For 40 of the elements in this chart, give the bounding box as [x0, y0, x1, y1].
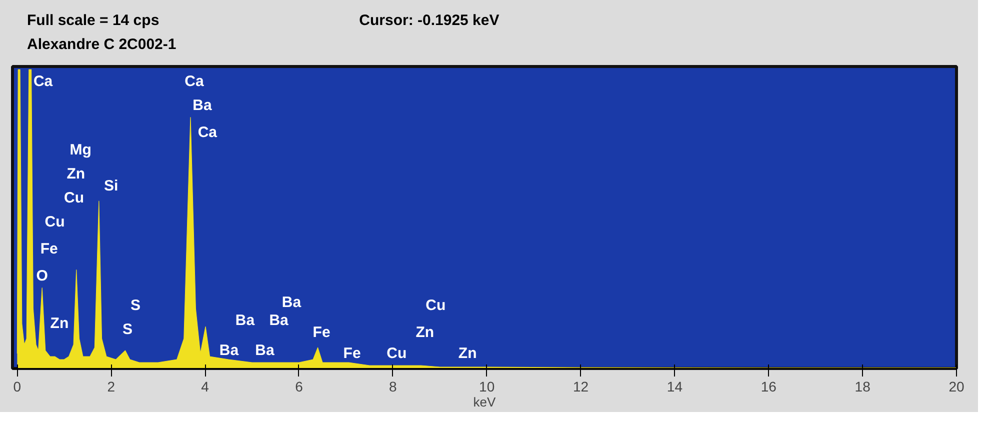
annotation: S	[130, 297, 141, 314]
annotation: Zn	[458, 345, 477, 362]
annotation: Zn	[50, 315, 69, 332]
annotation: Fe	[40, 240, 58, 258]
annotation: Fe	[312, 324, 330, 342]
x-tick-label: 2	[107, 378, 116, 394]
chart-subtitle: Alexandre C 2C002-1	[27, 35, 178, 55]
annotation: Ba	[235, 312, 256, 330]
annotation: Mg	[70, 142, 92, 159]
annotation: Ba	[192, 96, 212, 114]
annotation: S	[122, 321, 133, 338]
annotation: Ba	[282, 294, 302, 312]
x-tick-label: 20	[948, 378, 964, 394]
annotation: Ca	[33, 72, 54, 90]
annotation: Cu	[64, 190, 84, 207]
x-tick-label: 6	[295, 378, 304, 394]
annotation: Zn	[416, 324, 434, 342]
x-tick-label: 4	[201, 378, 210, 394]
annotation: Cu	[426, 297, 446, 314]
chart-title: Full scale = 14 cps	[27, 12, 160, 29]
annotation: O	[36, 267, 48, 284]
annotation: Ba	[255, 342, 275, 360]
annotation: Cu	[44, 213, 65, 230]
x-tick-label: 0	[13, 378, 22, 394]
x-tick-label: 16	[760, 378, 777, 394]
x-tick-label: 18	[854, 378, 871, 394]
x-tick-label: 14	[666, 378, 683, 394]
annotation: Ba	[269, 312, 290, 330]
annotation: Cu	[386, 345, 407, 362]
annotation: Zn	[66, 166, 86, 183]
x-axis-title: keV	[473, 394, 496, 410]
annotation: Ba	[219, 342, 240, 360]
x-tick-label: 10	[479, 378, 495, 394]
annotation: Fe	[343, 345, 361, 362]
text: Cursor: -0.1925 keV	[359, 12, 500, 29]
x-tick-label: 12	[572, 378, 589, 394]
annotation: Ca	[184, 72, 204, 90]
annotation: Si	[104, 178, 118, 195]
x-tick-label: 8	[389, 378, 398, 394]
annotation: Ca	[198, 124, 218, 141]
